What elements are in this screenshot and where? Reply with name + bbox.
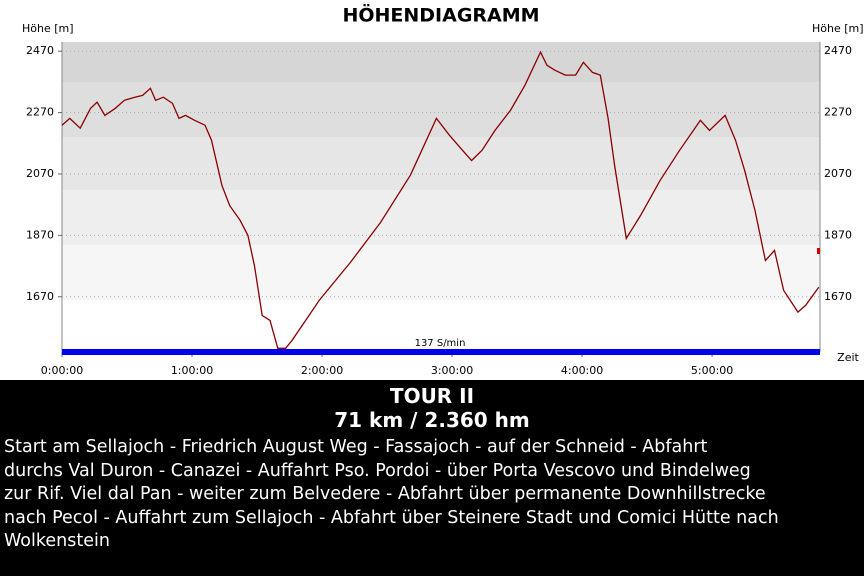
plot-band [62,245,820,300]
y-tick-label: 1670 [26,290,54,303]
tour-title: TOUR II [389,384,475,408]
y-tick-label: 1870 [26,228,54,241]
end-marker [817,248,820,254]
y-tick-label: 2470 [26,44,54,57]
description-line: nach Pecol - Auffahrt zum Sellajoch - Ab… [4,507,779,528]
x-tick-label: 0:00:00 [41,364,83,377]
y-tick-label-right: 1870 [824,228,852,241]
cadence-bar [62,349,820,355]
y-axis-label: Höhe [m] [22,22,74,35]
plot-band [62,42,820,82]
description-line: Start am Sellajoch - Friedrich August We… [4,437,708,457]
elevation-line [61,50,820,349]
y-tick-label: 2270 [26,106,54,119]
description-line: zur Rif. Viel dal Pan - weiter zum Belve… [4,484,766,504]
y-tick-label-right: 2070 [824,167,852,180]
x-tick-label: 3:00:00 [431,364,473,377]
tour-description: Start am Sellajoch - Friedrich August We… [0,436,864,554]
y-tick-label-right: 2470 [824,44,852,57]
x-tick-label: 4:00:00 [561,364,603,377]
description-line: durchs Val Duron - Canazei - Auffahrt Ps… [4,460,751,481]
plot-band [62,190,820,245]
annotation: 137 S/min [415,338,466,349]
y-tick-label: 2070 [26,167,54,180]
plot-band [62,300,820,352]
x-tick-label: 5:00:00 [691,364,733,377]
plot-band [62,137,820,190]
chart-title: HÖHENDIAGRAMM [342,3,539,27]
x-axis-label: Zeit [837,351,859,364]
y-axis-label-right: Höhe [m] [812,22,864,35]
chart: HÖHENDIAGRAMM Höhe [m] Höhe [m] Zeit 1 1… [22,3,864,378]
tour-stats: 71 km / 2.360 hm [334,408,530,432]
x-tick-label: 2:00:00 [301,364,343,377]
x-tick-label: 1:00:00 [171,364,213,377]
y-tick-label-right: 1670 [824,290,852,303]
tour-info: TOUR II 71 km / 2.360 hm Start am Sellaj… [0,380,864,576]
plot-band [62,82,820,137]
description-line: Wolkenstein [4,531,110,551]
y-tick-label-right: 2270 [824,106,852,119]
